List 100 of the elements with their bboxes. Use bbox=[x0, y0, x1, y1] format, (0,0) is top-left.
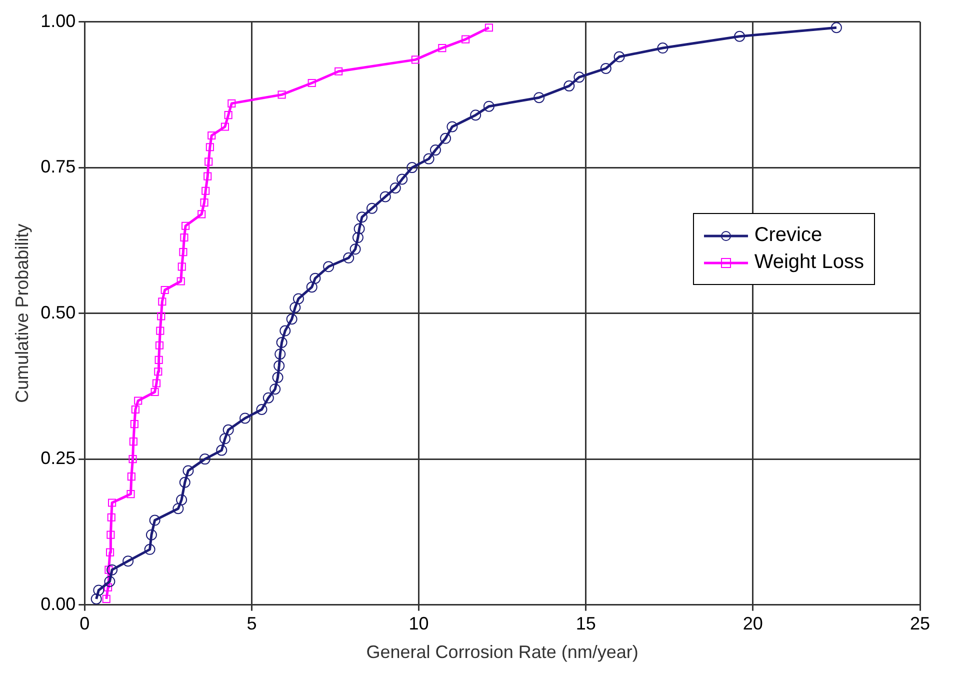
point bbox=[274, 360, 285, 372]
point bbox=[354, 223, 365, 234]
point bbox=[272, 372, 284, 383]
point bbox=[144, 544, 156, 555]
point bbox=[176, 277, 185, 286]
point bbox=[484, 24, 493, 32]
point bbox=[206, 143, 214, 152]
point bbox=[356, 212, 368, 223]
point bbox=[390, 182, 401, 194]
point bbox=[574, 72, 585, 83]
point bbox=[310, 272, 321, 284]
point bbox=[380, 191, 391, 202]
point bbox=[127, 472, 136, 481]
point bbox=[208, 131, 216, 140]
point bbox=[446, 121, 458, 132]
point bbox=[352, 232, 364, 244]
point bbox=[146, 529, 157, 540]
legend-label: Weight Loss bbox=[754, 251, 864, 274]
x-tick-label: 20 bbox=[742, 614, 763, 634]
point bbox=[108, 498, 116, 507]
point bbox=[93, 584, 104, 596]
x-tick-label: 25 bbox=[910, 614, 930, 634]
point bbox=[343, 252, 354, 264]
x-axis-title: General Corrosion Rate (nm/year) bbox=[366, 642, 638, 662]
point bbox=[830, 22, 842, 34]
point bbox=[534, 92, 545, 104]
point bbox=[219, 433, 230, 444]
point bbox=[366, 202, 378, 214]
point bbox=[179, 476, 190, 488]
y-tick-label: 0.50 bbox=[40, 302, 76, 322]
x-tick-label: 10 bbox=[408, 614, 429, 634]
point bbox=[278, 90, 286, 99]
point bbox=[430, 144, 441, 156]
point bbox=[107, 513, 116, 522]
point bbox=[131, 405, 140, 414]
point bbox=[176, 494, 188, 506]
point bbox=[180, 233, 188, 242]
point bbox=[104, 576, 116, 587]
point bbox=[440, 132, 452, 144]
point bbox=[483, 100, 494, 112]
point bbox=[90, 593, 102, 604]
point bbox=[182, 222, 190, 230]
point bbox=[220, 122, 230, 131]
x-tick-label: 0 bbox=[80, 614, 90, 634]
point bbox=[280, 325, 291, 336]
point bbox=[306, 282, 318, 293]
point bbox=[438, 44, 446, 52]
point bbox=[160, 286, 169, 294]
point bbox=[290, 302, 301, 313]
y-tick-label: 0.25 bbox=[40, 448, 76, 468]
point bbox=[126, 490, 135, 498]
point bbox=[396, 174, 408, 185]
point bbox=[204, 172, 212, 180]
x-tick-label: 15 bbox=[576, 614, 596, 634]
point bbox=[200, 198, 208, 207]
point bbox=[228, 99, 236, 108]
point bbox=[106, 548, 114, 556]
point bbox=[172, 503, 184, 514]
point bbox=[222, 424, 234, 436]
point bbox=[179, 248, 188, 256]
point bbox=[270, 384, 281, 395]
point bbox=[334, 67, 343, 76]
point bbox=[128, 455, 137, 464]
point bbox=[106, 564, 118, 576]
point bbox=[134, 396, 142, 405]
y-axis-title: Cumulative Probability bbox=[12, 224, 32, 403]
point bbox=[104, 583, 112, 592]
point bbox=[411, 56, 420, 64]
point bbox=[423, 153, 434, 164]
point bbox=[256, 404, 268, 415]
point bbox=[102, 594, 110, 604]
point bbox=[276, 336, 288, 348]
point bbox=[122, 556, 134, 567]
point bbox=[614, 51, 625, 62]
point bbox=[106, 530, 115, 539]
point bbox=[323, 261, 334, 272]
point bbox=[462, 35, 470, 44]
point bbox=[308, 78, 316, 88]
point bbox=[157, 312, 166, 320]
point bbox=[262, 392, 274, 404]
x-tick-label: 5 bbox=[246, 614, 257, 634]
point bbox=[202, 186, 210, 195]
point bbox=[657, 42, 668, 54]
point bbox=[734, 30, 746, 42]
point bbox=[292, 293, 304, 304]
point bbox=[274, 348, 286, 360]
point bbox=[154, 368, 162, 376]
point bbox=[149, 514, 160, 526]
y-tick-label: 0.00 bbox=[40, 594, 76, 614]
point bbox=[182, 465, 194, 476]
point bbox=[350, 244, 361, 255]
point bbox=[600, 62, 612, 74]
y-tick-label: 1.00 bbox=[40, 10, 76, 31]
point bbox=[150, 388, 159, 396]
point bbox=[199, 454, 210, 465]
point bbox=[204, 158, 213, 166]
point bbox=[152, 379, 161, 388]
point bbox=[198, 210, 206, 218]
point bbox=[129, 438, 138, 446]
point bbox=[470, 110, 482, 121]
